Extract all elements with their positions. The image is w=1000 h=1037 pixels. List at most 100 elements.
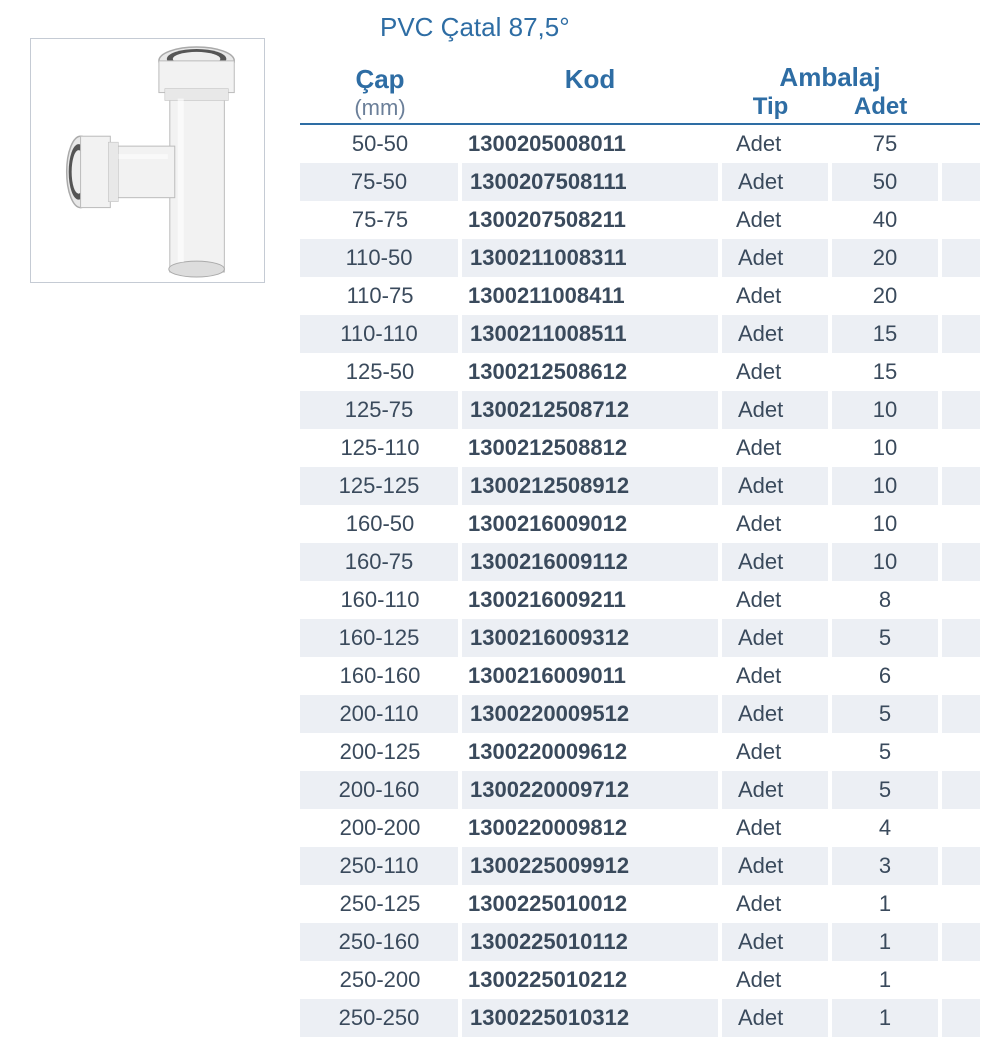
cell-cap: 250-125 (300, 885, 460, 923)
table-row: 75-751300207508211Adet40 (300, 201, 980, 239)
cell-tip: Adet (720, 847, 830, 885)
cell-extra (940, 315, 980, 353)
cell-kod: 1300212508612 (460, 353, 720, 391)
cell-extra (940, 125, 980, 163)
cell-kod: 1300216009011 (460, 657, 720, 695)
cell-tip: Adet (720, 467, 830, 505)
table-header: Çap (mm) Kod Ambalaj Tip Adet (300, 62, 980, 125)
cell-tip: Adet (720, 163, 830, 201)
cell-cap: 160-110 (300, 581, 460, 619)
cell-adet: 10 (830, 467, 940, 505)
cell-extra (940, 923, 980, 961)
cell-kod: 1300216009211 (460, 581, 720, 619)
cell-cap: 110-110 (300, 315, 460, 353)
cell-kod: 1300212508912 (460, 467, 720, 505)
cell-tip: Adet (720, 619, 830, 657)
cell-cap: 110-75 (300, 277, 460, 315)
table-row: 75-501300207508111Adet50 (300, 163, 980, 201)
cell-kod: 1300225010312 (460, 999, 720, 1037)
cell-adet: 5 (830, 619, 940, 657)
header-ambalaj-label: Ambalaj (779, 62, 880, 93)
cell-extra (940, 809, 980, 847)
cell-extra (940, 961, 980, 999)
cell-adet: 1 (830, 885, 940, 923)
table-row: 125-751300212508712Adet10 (300, 391, 980, 429)
cell-adet: 6 (830, 657, 940, 695)
cell-tip: Adet (720, 201, 830, 239)
cell-kod: 1300212508712 (460, 391, 720, 429)
spec-table: Çap (mm) Kod Ambalaj Tip Adet 50-5013002… (300, 62, 980, 1037)
cell-extra (940, 543, 980, 581)
cell-kod: 1300225010112 (460, 923, 720, 961)
cell-extra (940, 619, 980, 657)
cell-adet: 15 (830, 315, 940, 353)
cell-adet: 10 (830, 429, 940, 467)
table-row: 110-501300211008311Adet20 (300, 239, 980, 277)
cell-tip: Adet (720, 733, 830, 771)
cell-tip: Adet (720, 315, 830, 353)
cell-adet: 10 (830, 391, 940, 429)
cell-kod: 1300205008011 (460, 125, 720, 163)
cell-adet: 20 (830, 277, 940, 315)
cell-kod: 1300211008311 (460, 239, 720, 277)
cell-extra (940, 771, 980, 809)
cell-cap: 200-125 (300, 733, 460, 771)
cell-adet: 1 (830, 999, 940, 1037)
table-row: 160-751300216009112Adet10 (300, 543, 980, 581)
table-row: 250-1601300225010112Adet1 (300, 923, 980, 961)
cell-extra (940, 657, 980, 695)
cell-extra (940, 353, 980, 391)
cell-extra (940, 277, 980, 315)
cell-tip: Adet (720, 125, 830, 163)
cell-extra (940, 201, 980, 239)
cell-extra (940, 695, 980, 733)
table-row: 110-751300211008411Adet20 (300, 277, 980, 315)
cell-tip: Adet (720, 391, 830, 429)
cell-adet: 5 (830, 695, 940, 733)
cell-extra (940, 163, 980, 201)
cell-cap: 75-75 (300, 201, 460, 239)
cell-kod: 1300220009612 (460, 733, 720, 771)
cell-cap: 75-50 (300, 163, 460, 201)
cell-kod: 1300220009512 (460, 695, 720, 733)
cell-cap: 250-250 (300, 999, 460, 1037)
header-cap-unit: (mm) (354, 95, 405, 121)
cell-tip: Adet (720, 505, 830, 543)
cell-extra (940, 581, 980, 619)
table-row: 50-501300205008011Adet75 (300, 125, 980, 163)
cell-tip: Adet (720, 543, 830, 581)
cell-kod: 1300225010212 (460, 961, 720, 999)
table-row: 160-1101300216009211Adet8 (300, 581, 980, 619)
cell-extra (940, 239, 980, 277)
cell-extra (940, 467, 980, 505)
table-row: 125-1101300212508812Adet10 (300, 429, 980, 467)
cell-extra (940, 429, 980, 467)
table-row: 110-1101300211008511Adet15 (300, 315, 980, 353)
table-row: 125-501300212508612Adet15 (300, 353, 980, 391)
cell-kod: 1300225010012 (460, 885, 720, 923)
cell-cap: 200-110 (300, 695, 460, 733)
cell-cap: 250-160 (300, 923, 460, 961)
cell-adet: 10 (830, 543, 940, 581)
cell-cap: 160-50 (300, 505, 460, 543)
cell-tip: Adet (720, 657, 830, 695)
cell-kod: 1300216009012 (460, 505, 720, 543)
cell-cap: 125-110 (300, 429, 460, 467)
cell-cap: 125-75 (300, 391, 460, 429)
cell-cap: 200-200 (300, 809, 460, 847)
table-row: 250-2001300225010212Adet1 (300, 961, 980, 999)
data-table: 50-501300205008011Adet7575-5013002075081… (300, 125, 980, 1037)
table-row: 250-2501300225010312Adet1 (300, 999, 980, 1037)
cell-kod: 1300225009912 (460, 847, 720, 885)
cell-adet: 8 (830, 581, 940, 619)
cell-extra (940, 847, 980, 885)
table-row: 200-2001300220009812Adet4 (300, 809, 980, 847)
cell-cap: 160-125 (300, 619, 460, 657)
cell-tip: Adet (720, 353, 830, 391)
cell-cap: 125-125 (300, 467, 460, 505)
cell-kod: 1300220009812 (460, 809, 720, 847)
cell-cap: 250-200 (300, 961, 460, 999)
table-row: 200-1251300220009612Adet5 (300, 733, 980, 771)
cell-adet: 40 (830, 201, 940, 239)
cell-cap: 160-75 (300, 543, 460, 581)
